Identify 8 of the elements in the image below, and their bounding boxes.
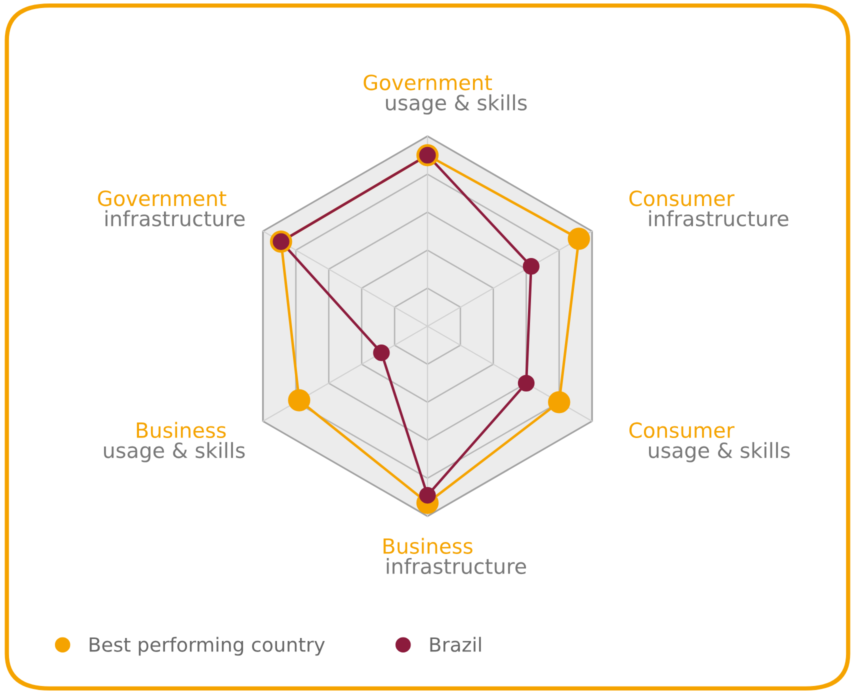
spoke-label: Business infrastructure	[384, 538, 526, 574]
legend-label: Brazil	[430, 636, 481, 652]
spoke-label: Business usage & skills	[104, 422, 245, 462]
spoke-label: Government infrastructure	[98, 190, 245, 226]
spoke-label: Consumer usage & skills	[629, 422, 790, 462]
spoke-label: Consumer infrastructure	[629, 190, 788, 226]
legend-label: Best performing country	[90, 636, 325, 656]
spoke-label: Government usage & skills	[364, 74, 527, 115]
